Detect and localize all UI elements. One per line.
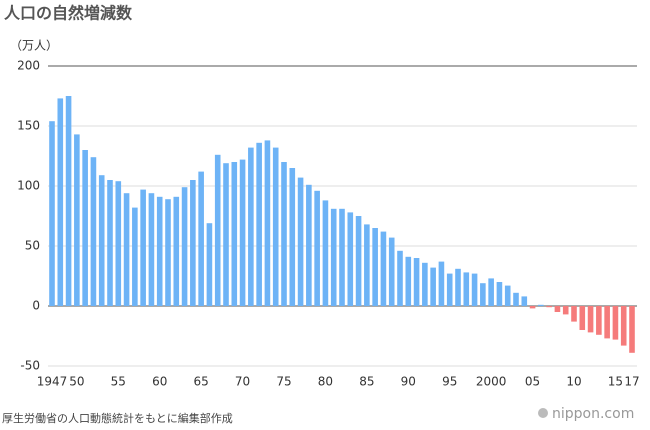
bar [264, 140, 271, 306]
bar [289, 168, 296, 306]
bar [256, 142, 262, 306]
bar [562, 306, 569, 315]
bar [239, 159, 246, 306]
bar [397, 250, 403, 306]
bar [57, 98, 64, 307]
bar [587, 306, 594, 333]
x-tick-label: 55 [111, 375, 126, 389]
bar [372, 228, 378, 306]
bar [140, 189, 146, 306]
bar [364, 224, 370, 306]
bar [413, 258, 420, 306]
bar [49, 121, 55, 306]
bar [248, 147, 254, 306]
bar [297, 177, 304, 306]
bar [82, 150, 88, 306]
x-tick-label: 65 [194, 375, 209, 389]
bar [446, 273, 453, 306]
bar [596, 306, 602, 335]
x-tick-label: 95 [442, 375, 457, 389]
x-tick-label: 10 [566, 375, 581, 389]
y-tick-label: 0 [32, 299, 40, 313]
bar [488, 278, 494, 306]
bar [148, 193, 155, 306]
y-tick-label: 100 [17, 179, 40, 193]
bar [471, 273, 478, 306]
bar [322, 200, 329, 306]
bar [198, 171, 204, 306]
x-tick-label: 17 [624, 375, 639, 389]
y-axis-label: （万人） [10, 39, 58, 53]
x-tick-label: 60 [152, 375, 167, 389]
bar [422, 262, 428, 306]
bar [480, 283, 486, 306]
bar [173, 196, 180, 306]
bar [231, 162, 238, 306]
bar [165, 199, 171, 306]
bar [380, 231, 387, 306]
x-tick-label: 05 [525, 375, 540, 389]
x-tick-label: 15 [608, 375, 623, 389]
bar [571, 306, 577, 322]
x-tick-label: 80 [318, 375, 333, 389]
chart-title: 人口の自然増減数 [4, 4, 133, 23]
bar [521, 296, 528, 306]
bar [579, 306, 586, 330]
bar [132, 207, 138, 306]
x-tick-label: 85 [359, 375, 374, 389]
bar [123, 193, 130, 306]
bar [339, 208, 345, 306]
bar [405, 256, 412, 306]
y-tick-label: -50 [20, 359, 40, 373]
x-tick-label: 50 [69, 375, 84, 389]
brand: nippon.com [552, 406, 634, 422]
x-tick-label: 90 [401, 375, 416, 389]
bar [463, 272, 470, 306]
bar [107, 180, 113, 306]
bar [223, 163, 229, 306]
y-tick-label: 200 [17, 59, 40, 73]
bar [330, 208, 337, 306]
bar [190, 180, 196, 306]
bar [629, 306, 635, 353]
bar [314, 190, 320, 306]
bar [612, 306, 619, 340]
bar [281, 162, 287, 306]
bar [455, 268, 461, 306]
bar [604, 306, 610, 339]
bar [388, 237, 395, 306]
bar [156, 196, 163, 306]
bar [355, 216, 362, 306]
brand-icon [538, 408, 548, 418]
x-tick-label: 1947 [37, 375, 68, 389]
y-tick-label: 150 [17, 119, 40, 133]
bar [546, 306, 552, 308]
bar [214, 154, 221, 306]
bar [538, 304, 544, 306]
x-tick-label: 2000 [476, 375, 507, 389]
bar [513, 292, 519, 306]
x-tick-label: 70 [235, 375, 250, 389]
bar [65, 96, 72, 306]
bar [115, 181, 122, 306]
source-note: 厚生労働省の人口動態統計をもとに編集部作成 [2, 411, 233, 425]
bar [620, 306, 627, 346]
bar [430, 267, 436, 306]
bar [272, 147, 279, 306]
bar [496, 282, 503, 306]
bar [504, 285, 511, 306]
bar [181, 187, 188, 306]
x-tick-label: 75 [276, 375, 291, 389]
bar [98, 175, 105, 306]
bar [306, 184, 312, 306]
bar [438, 261, 445, 306]
bar [206, 223, 213, 306]
bar [554, 306, 561, 312]
y-tick-label: 50 [25, 239, 40, 253]
bar [90, 157, 97, 306]
bar [74, 134, 80, 306]
bar [529, 306, 536, 309]
bar [347, 212, 354, 306]
